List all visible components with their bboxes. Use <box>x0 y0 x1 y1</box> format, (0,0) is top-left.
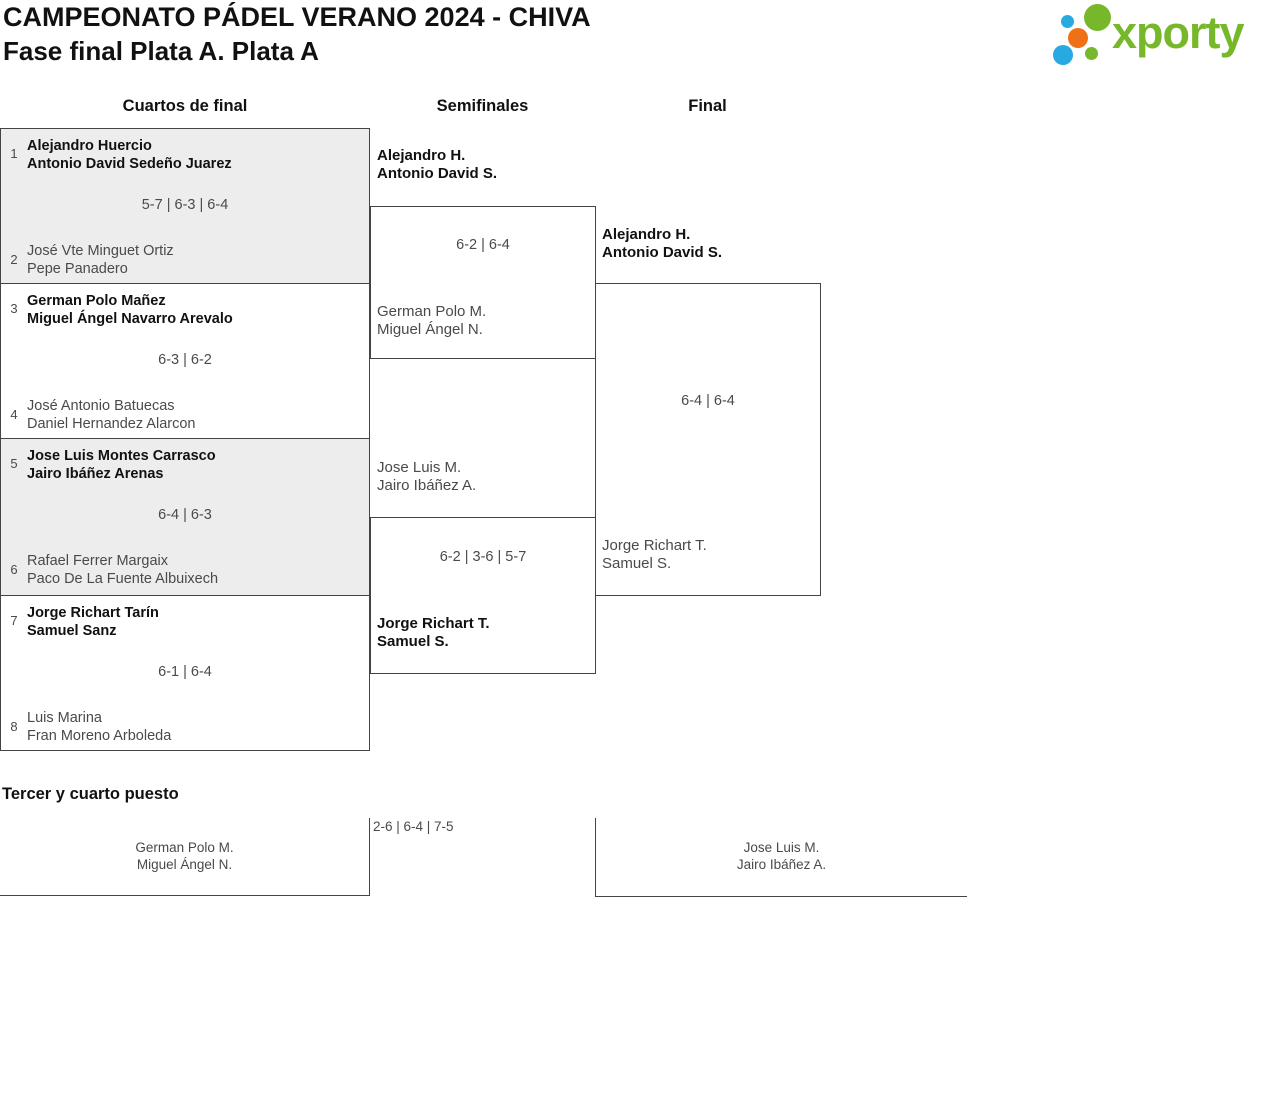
seed-number: 6 <box>10 562 18 577</box>
player-name: Fran Moreno Arboleda <box>27 728 172 744</box>
player-name: German Polo Mañez <box>27 293 166 309</box>
seed-number: 1 <box>10 146 18 161</box>
team-names: Luis Marina Fran Moreno Arboleda <box>27 709 171 745</box>
player-name: Alejandro H. <box>602 226 691 243</box>
player-name: German Polo M. <box>135 840 234 855</box>
seed-number: 7 <box>10 613 18 628</box>
team-names: Jose Luis Montes Carrasco Jairo Ibáñez A… <box>27 447 216 483</box>
final-match: 6-4 | 6-4 <box>595 283 821 596</box>
match-score: 5-7 | 6-3 | 6-4 <box>141 197 229 213</box>
third-place-left-team-box: German Polo M. Miguel Ángel N. <box>0 818 370 896</box>
final-bottom-team: Jorge Richart T. Samuel S. <box>602 537 707 573</box>
xporty-logo-text: xporty <box>1112 7 1245 58</box>
xporty-logo[interactable]: xporty <box>1048 0 1280 75</box>
seed-number: 5 <box>10 456 18 471</box>
player-name: Jorge Richart T. <box>377 615 490 632</box>
team-names: Jorge Richart Tarín Samuel Sanz <box>27 604 159 640</box>
player-name: Alejandro H. <box>377 147 466 164</box>
match-score: 6-4 | 6-4 <box>681 393 735 409</box>
quarterfinal-match-4: 7 Jorge Richart Tarín Samuel Sanz 6-1 | … <box>0 595 370 751</box>
player-name: Jorge Richart T. <box>602 537 707 554</box>
match-score: 6-2 | 6-4 <box>456 237 510 253</box>
player-name: Jairo Ibáñez A. <box>377 477 477 494</box>
semifinal-1-top-team: Alejandro H. Antonio David S. <box>377 147 497 183</box>
logo-dot-icon <box>1085 47 1098 60</box>
logo-dot-icon <box>1084 4 1111 31</box>
team-names: Alejandro Huercio Antonio David Sedeño J… <box>27 137 232 173</box>
team-names: German Polo Mañez Miguel Ángel Navarro A… <box>27 292 233 328</box>
player-name: Paco De La Fuente Albuixech <box>27 571 219 587</box>
match-score: 6-3 | 6-2 <box>158 352 212 368</box>
seed-number: 3 <box>10 301 18 316</box>
match-score: 6-2 | 3-6 | 5-7 <box>439 549 527 565</box>
player-name: Samuel Sanz <box>27 623 117 639</box>
logo-dot-icon <box>1053 45 1073 65</box>
player-name: Alejandro Huercio <box>27 138 152 154</box>
round-header-semifinals: Semifinales <box>436 97 529 115</box>
player-name: Luis Marina <box>27 710 102 726</box>
semifinal-2-bottom-team: Jorge Richart T. Samuel S. <box>377 615 490 651</box>
player-name: Pepe Panadero <box>27 261 128 277</box>
third-place-heading: Tercer y cuarto puesto <box>2 785 179 803</box>
third-place-right-team-box: Jose Luis M. Jairo Ibáñez A. <box>595 818 967 897</box>
player-name: Jorge Richart Tarín <box>27 605 159 621</box>
player-name: Miguel Ángel N. <box>136 857 233 872</box>
round-header-final: Final <box>688 97 727 115</box>
seed-number: 8 <box>10 719 18 734</box>
player-name: Antonio David S. <box>602 244 722 261</box>
player-name: Miguel Ángel Navarro Arevalo <box>27 311 233 327</box>
player-name: Jose Luis M. <box>377 459 462 476</box>
semifinal-match-1: 6-2 | 6-4 <box>370 206 596 359</box>
final-top-team: Alejandro H. Antonio David S. <box>602 226 722 262</box>
player-name: Daniel Hernandez Alarcon <box>27 416 196 432</box>
round-header-quarterfinals: Cuartos de final <box>122 97 248 115</box>
player-name: Jose Luis Montes Carrasco <box>27 448 216 464</box>
player-name: Jairo Ibáñez A. <box>736 857 827 872</box>
semifinal-1-bottom-team: German Polo M. Miguel Ángel N. <box>377 303 486 339</box>
logo-dot-icon <box>1061 15 1074 28</box>
team-names: José Antonio Batuecas Daniel Hernandez A… <box>27 397 195 433</box>
match-score: 6-4 | 6-3 <box>158 507 212 523</box>
player-name: Antonio David Sedeño Juarez <box>27 156 232 172</box>
seed-number: 4 <box>10 407 18 422</box>
quarterfinal-match-3: 5 Jose Luis Montes Carrasco Jairo Ibáñez… <box>0 438 370 596</box>
player-name: Jairo Ibáñez Arenas <box>27 466 164 482</box>
team-names: German Polo M. Miguel Ángel N. <box>0 839 369 873</box>
page-subtitle: Fase final Plata A. Plata A <box>3 36 319 66</box>
seed-number: 2 <box>10 252 18 267</box>
player-name: Miguel Ángel N. <box>377 321 483 338</box>
quarterfinal-match-1: 1 Alejandro Huercio Antonio David Sedeño… <box>0 128 370 284</box>
player-name: Jose Luis M. <box>743 840 820 855</box>
team-names: Rafael Ferrer Margaix Paco De La Fuente … <box>27 552 218 588</box>
match-score: 6-1 | 6-4 <box>158 664 212 680</box>
player-name: Antonio David S. <box>377 165 497 182</box>
semifinal-2-top-team: Jose Luis M. Jairo Ibáñez A. <box>377 459 476 495</box>
quarterfinal-match-2: 3 German Polo Mañez Miguel Ángel Navarro… <box>0 283 370 439</box>
page-title: CAMPEONATO PÁDEL VERANO 2024 - CHIVA <box>3 2 591 32</box>
player-name: Samuel S. <box>602 555 672 572</box>
player-name: José Vte Minguet Ortiz <box>27 243 174 259</box>
player-name: Samuel S. <box>377 633 449 650</box>
player-name: José Antonio Batuecas <box>27 398 175 414</box>
player-name: Rafael Ferrer Margaix <box>27 553 169 569</box>
team-names: José Vte Minguet Ortiz Pepe Panadero <box>27 242 174 278</box>
logo-dot-icon <box>1068 28 1088 48</box>
player-name: German Polo M. <box>377 303 487 320</box>
third-place-score: 2-6 | 6-4 | 7-5 <box>373 819 454 834</box>
team-names: Jose Luis M. Jairo Ibáñez A. <box>596 839 967 873</box>
